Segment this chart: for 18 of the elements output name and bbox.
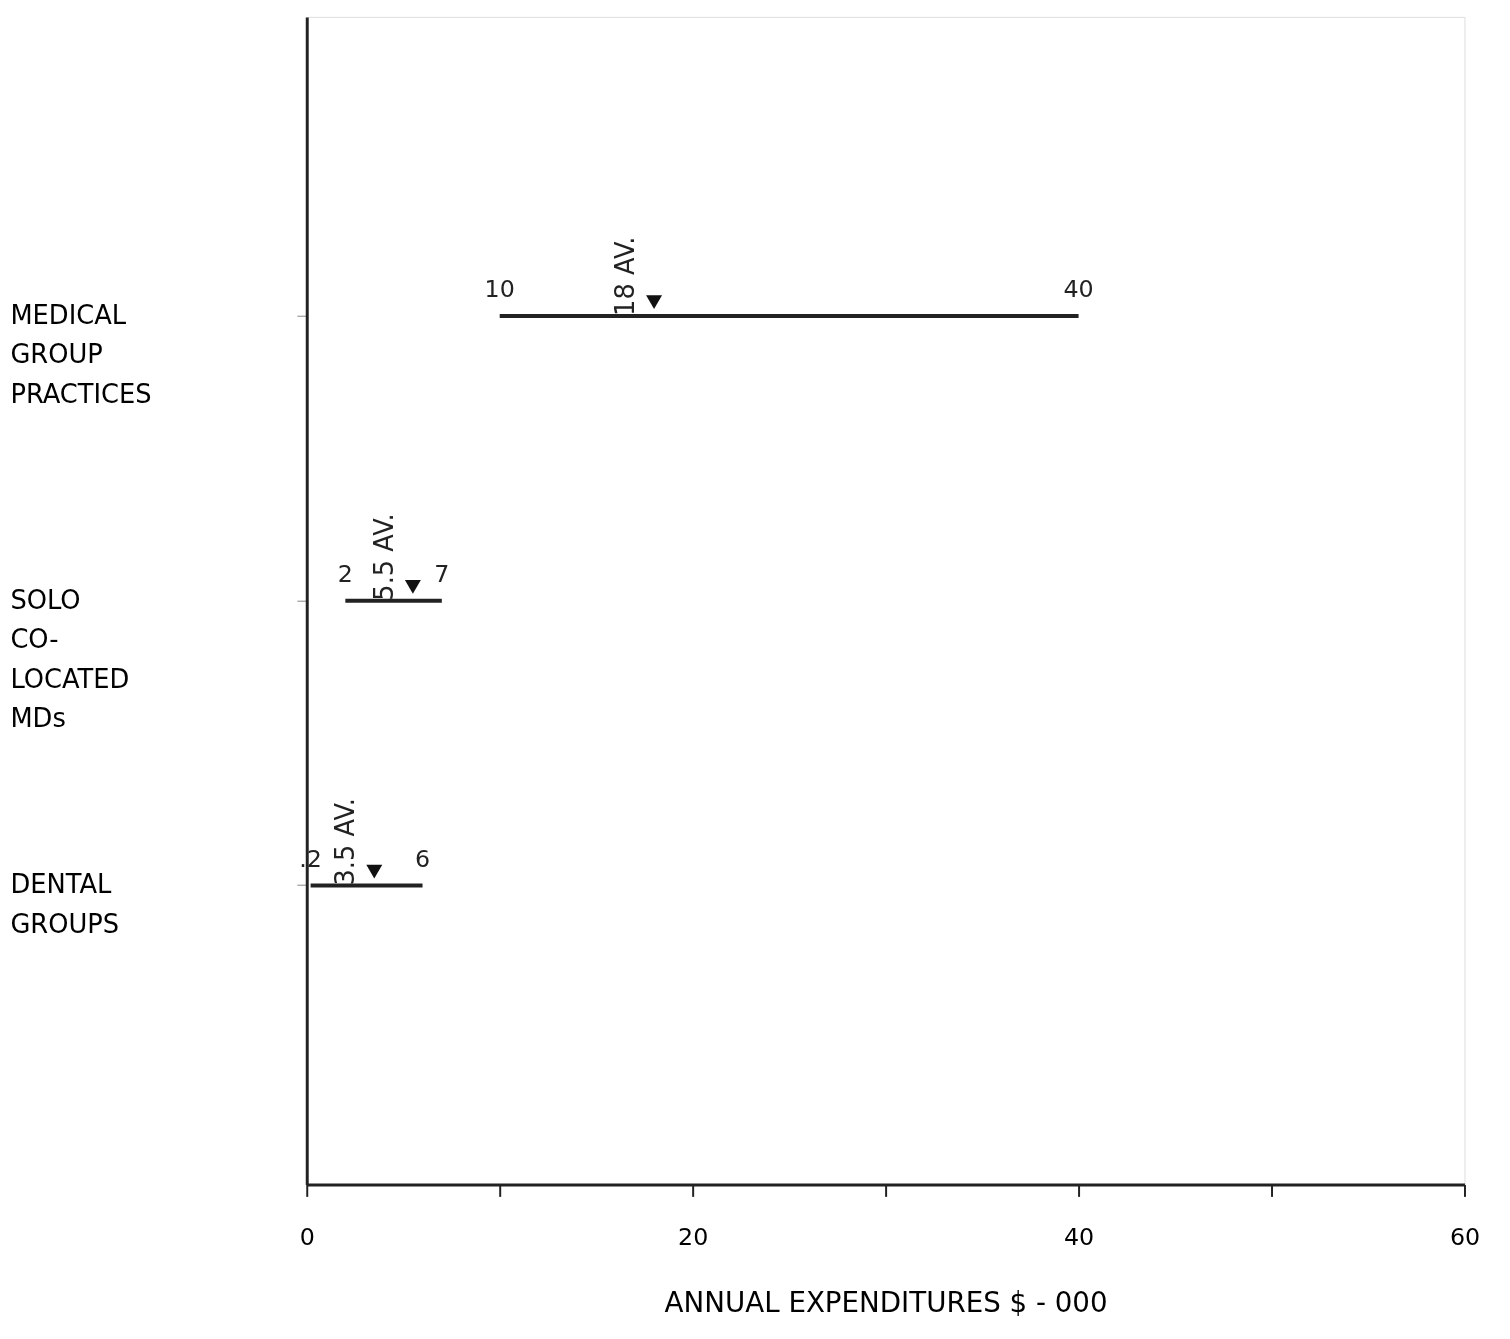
bar [345, 598, 442, 603]
data-label: 5.5 AV. [369, 513, 400, 601]
data-label: 18 AV. [610, 236, 641, 316]
annotation: 40 [1063, 275, 1094, 304]
x-tick-label: 20 [678, 1223, 709, 1252]
x-tick-label: 40 [1063, 1223, 1095, 1252]
annotation: 7 [434, 559, 450, 588]
annotation: 6 [414, 844, 431, 873]
y-tick-label: MEDICAL GROUP PRACTICES [10, 299, 152, 409]
x-axis-title: ANNUAL EXPENDITURES $ - 000 [664, 1285, 1108, 1319]
annotation: 2 [337, 559, 353, 588]
x-tick-label: 60 [1449, 1223, 1481, 1252]
bar [499, 313, 1079, 318]
data-label: 3.5 AV. [330, 798, 361, 886]
y-tick-label: DENTAL GROUPS [10, 869, 120, 939]
annotation: 10 [484, 275, 515, 304]
x-tick-label: 0 [299, 1223, 315, 1252]
y-tick-label: SOLO CO- LOCATED MDs [10, 584, 130, 734]
